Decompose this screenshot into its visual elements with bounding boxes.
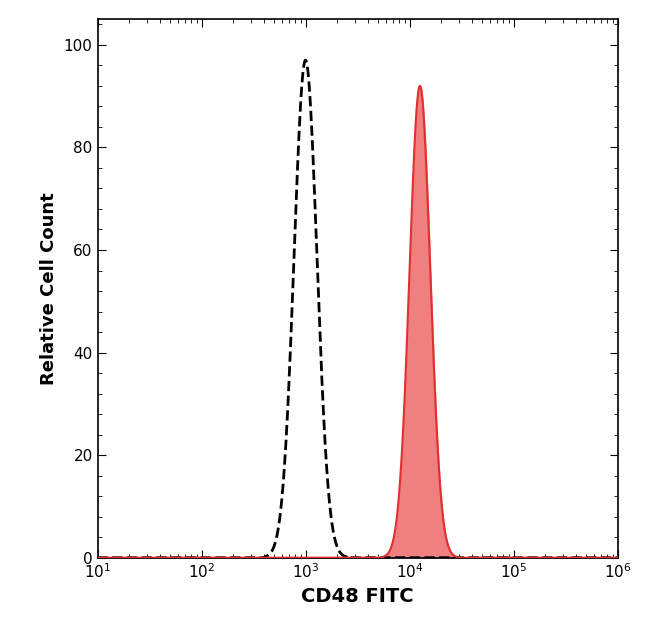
X-axis label: CD48 FITC: CD48 FITC (301, 587, 414, 606)
Y-axis label: Relative Cell Count: Relative Cell Count (40, 192, 58, 385)
